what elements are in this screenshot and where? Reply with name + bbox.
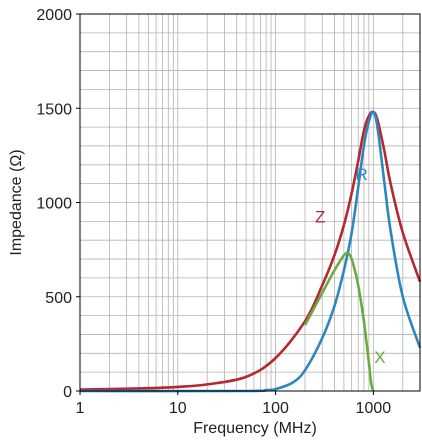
x-axis-label: Frequency (MHz) (193, 420, 317, 437)
series-label-r: R (356, 165, 368, 184)
series-line-r (79, 110, 422, 393)
y-tick-label: 500 (45, 290, 72, 307)
x-tick-label: 1000 (356, 400, 392, 417)
y-axis-label: Impedance (Ω) (8, 149, 25, 255)
y-tick-label: 0 (63, 384, 72, 401)
y-tick-label: 1500 (36, 101, 72, 118)
series-line-x (303, 251, 375, 392)
y-tick-label: 2000 (36, 7, 72, 24)
x-tick-label: 10 (169, 400, 187, 417)
x-tick-label: 100 (262, 400, 289, 417)
series-label-x: X (374, 348, 385, 367)
y-tick-label: 1000 (36, 196, 72, 213)
series-label-z: Z (315, 208, 325, 227)
series-line-z (79, 110, 422, 391)
x-tick-label: 1 (76, 400, 85, 417)
series-lines (79, 110, 422, 393)
grid (80, 14, 420, 391)
tick-marks (76, 13, 374, 395)
labels: 0 500 1000 1500 2000 1 10 100 1000 Frequency (MHz… (8, 7, 391, 437)
